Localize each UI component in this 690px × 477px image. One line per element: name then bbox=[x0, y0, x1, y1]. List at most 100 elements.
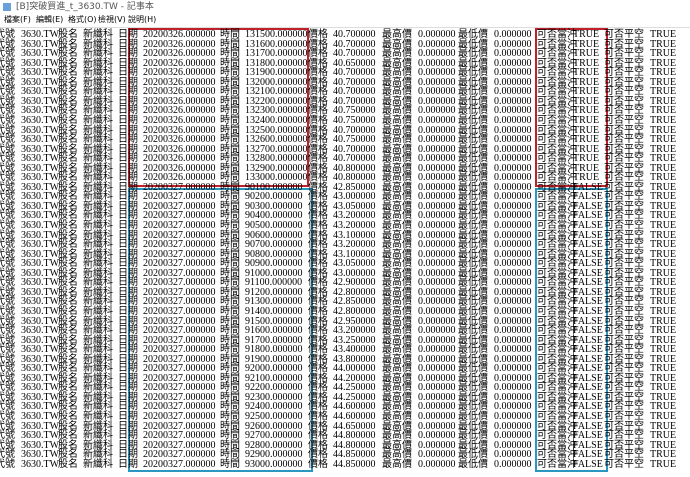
field-label: 代號 bbox=[0, 248, 15, 260]
menu-item[interactable]: 格式(O) bbox=[68, 15, 97, 24]
field-value: TRUE bbox=[650, 239, 677, 251]
field-value: 40.700000 bbox=[333, 48, 376, 60]
field-label: 代號 bbox=[0, 239, 15, 251]
field-value: 0.000000 bbox=[418, 67, 456, 79]
field-value: 43.050000 bbox=[333, 258, 376, 270]
field-label: 代號 bbox=[0, 372, 15, 384]
field-label: 代號 bbox=[0, 382, 15, 394]
window-title: [B]突破買進_t_3630.TW - 記事本 bbox=[16, 2, 154, 12]
field-label: 日期 bbox=[118, 124, 138, 136]
field-label: 日期 bbox=[118, 353, 138, 365]
field-value: 3630.TW bbox=[21, 200, 60, 212]
field-value: TRUE bbox=[650, 372, 677, 384]
field-label: 日期 bbox=[118, 325, 138, 337]
field-value: 92700.000000 bbox=[245, 430, 303, 442]
field-label: 價格 bbox=[308, 334, 328, 346]
field-value: 新纖科 bbox=[83, 267, 113, 279]
field-value: 3630.TW bbox=[21, 248, 60, 260]
field-value: 0.000000 bbox=[494, 411, 532, 422]
field-label: 價格 bbox=[308, 210, 328, 222]
field-label: 股名 bbox=[58, 200, 78, 212]
field-label: 代號 bbox=[0, 315, 15, 327]
field-value: 新纖科 bbox=[83, 143, 113, 155]
field-value: 0.000000 bbox=[418, 172, 456, 184]
field-value: 20200326.000000 bbox=[143, 76, 216, 88]
field-value: 20200326.000000 bbox=[143, 67, 216, 79]
menu-item[interactable]: 編輯(E) bbox=[36, 15, 64, 24]
field-value: FALSE bbox=[573, 344, 603, 356]
field-label: 最低價 bbox=[458, 286, 488, 298]
field-value: TRUE bbox=[650, 305, 677, 317]
field-label: 價格 bbox=[308, 391, 328, 403]
field-value: 43.100000 bbox=[333, 229, 376, 241]
field-label: 最低價 bbox=[458, 267, 488, 279]
field-label: 可否平空 bbox=[604, 325, 644, 337]
field-label: 最高價 bbox=[382, 344, 412, 356]
field-label: 日期 bbox=[118, 162, 138, 174]
field-label: 日期 bbox=[118, 48, 138, 60]
field-label: 股名 bbox=[58, 38, 78, 50]
field-value: 3630.TW bbox=[21, 48, 60, 60]
field-value: 20200327.000000 bbox=[143, 420, 216, 432]
field-label: 代號 bbox=[0, 430, 15, 442]
field-label: 代號 bbox=[0, 220, 15, 231]
field-label: 時間 bbox=[220, 458, 240, 470]
menu-item[interactable]: 檢視(V) bbox=[98, 15, 126, 24]
field-value: 新纖科 bbox=[83, 95, 113, 107]
field-value: 20200327.000000 bbox=[143, 401, 216, 413]
field-value: 新纖科 bbox=[83, 334, 113, 346]
field-value: 3630.TW bbox=[21, 305, 60, 317]
field-value: FALSE bbox=[573, 277, 603, 289]
field-label: 代號 bbox=[0, 105, 15, 117]
field-value: 3630.TW bbox=[21, 430, 60, 442]
field-value: 0.000000 bbox=[494, 382, 532, 394]
field-value: 0.000000 bbox=[418, 153, 456, 165]
field-value: 92300.000000 bbox=[245, 391, 303, 403]
field-value: 40.750000 bbox=[333, 114, 376, 126]
field-label: 價格 bbox=[308, 143, 328, 155]
field-value: 132300.000000 bbox=[245, 105, 308, 117]
field-value: 新纖科 bbox=[83, 162, 113, 174]
field-value: TRUE bbox=[650, 220, 677, 231]
field-label: 時間 bbox=[220, 344, 240, 356]
field-value: 0.000000 bbox=[418, 114, 456, 126]
field-value: 91700.000000 bbox=[245, 334, 303, 346]
menu-bar: 檔案(F) 編輯(E) 格式(O) 檢視(V) 說明(H) bbox=[0, 14, 690, 26]
menu-item[interactable]: 說明(H) bbox=[128, 15, 157, 24]
field-label: 可否平空 bbox=[604, 363, 644, 375]
field-value: 3630.TW bbox=[21, 325, 60, 337]
field-label: 日期 bbox=[118, 315, 138, 327]
field-value: 40.800000 bbox=[333, 172, 376, 184]
menu-item[interactable]: 檔案(F) bbox=[4, 15, 31, 24]
field-label: 可否當沖 bbox=[537, 124, 577, 136]
field-value: FALSE bbox=[573, 286, 603, 298]
field-label: 代號 bbox=[0, 305, 15, 317]
field-value: 0.000000 bbox=[494, 181, 532, 193]
field-value: 新纖科 bbox=[83, 57, 113, 69]
field-value: 91100.000000 bbox=[245, 277, 303, 289]
field-value: 新纖科 bbox=[83, 38, 113, 50]
field-value: 44.600000 bbox=[333, 401, 376, 413]
field-label: 時間 bbox=[220, 372, 240, 384]
field-label: 可否平空 bbox=[604, 334, 644, 346]
field-value: 0.000000 bbox=[494, 200, 532, 212]
field-label: 最低價 bbox=[458, 134, 488, 146]
field-label: 可否當沖 bbox=[537, 105, 577, 117]
field-value: 新纖科 bbox=[83, 114, 113, 126]
field-label: 時間 bbox=[220, 95, 240, 107]
field-value: 0.000000 bbox=[418, 134, 456, 146]
field-value: FALSE bbox=[573, 382, 603, 394]
field-label: 時間 bbox=[220, 353, 240, 365]
field-value: 0.000000 bbox=[418, 382, 456, 394]
field-value: 新纖科 bbox=[83, 239, 113, 251]
field-value: TRUE bbox=[650, 143, 677, 155]
field-value: 92600.000000 bbox=[245, 420, 303, 432]
field-value: TRUE bbox=[573, 29, 600, 40]
field-value: 40.700000 bbox=[333, 67, 376, 79]
field-value: 43.800000 bbox=[333, 353, 376, 365]
field-label: 時間 bbox=[220, 48, 240, 60]
field-value: 0.000000 bbox=[418, 391, 456, 403]
field-value: 0.000000 bbox=[418, 458, 456, 470]
field-label: 最高價 bbox=[382, 258, 412, 270]
field-value: 43.400000 bbox=[333, 344, 376, 356]
